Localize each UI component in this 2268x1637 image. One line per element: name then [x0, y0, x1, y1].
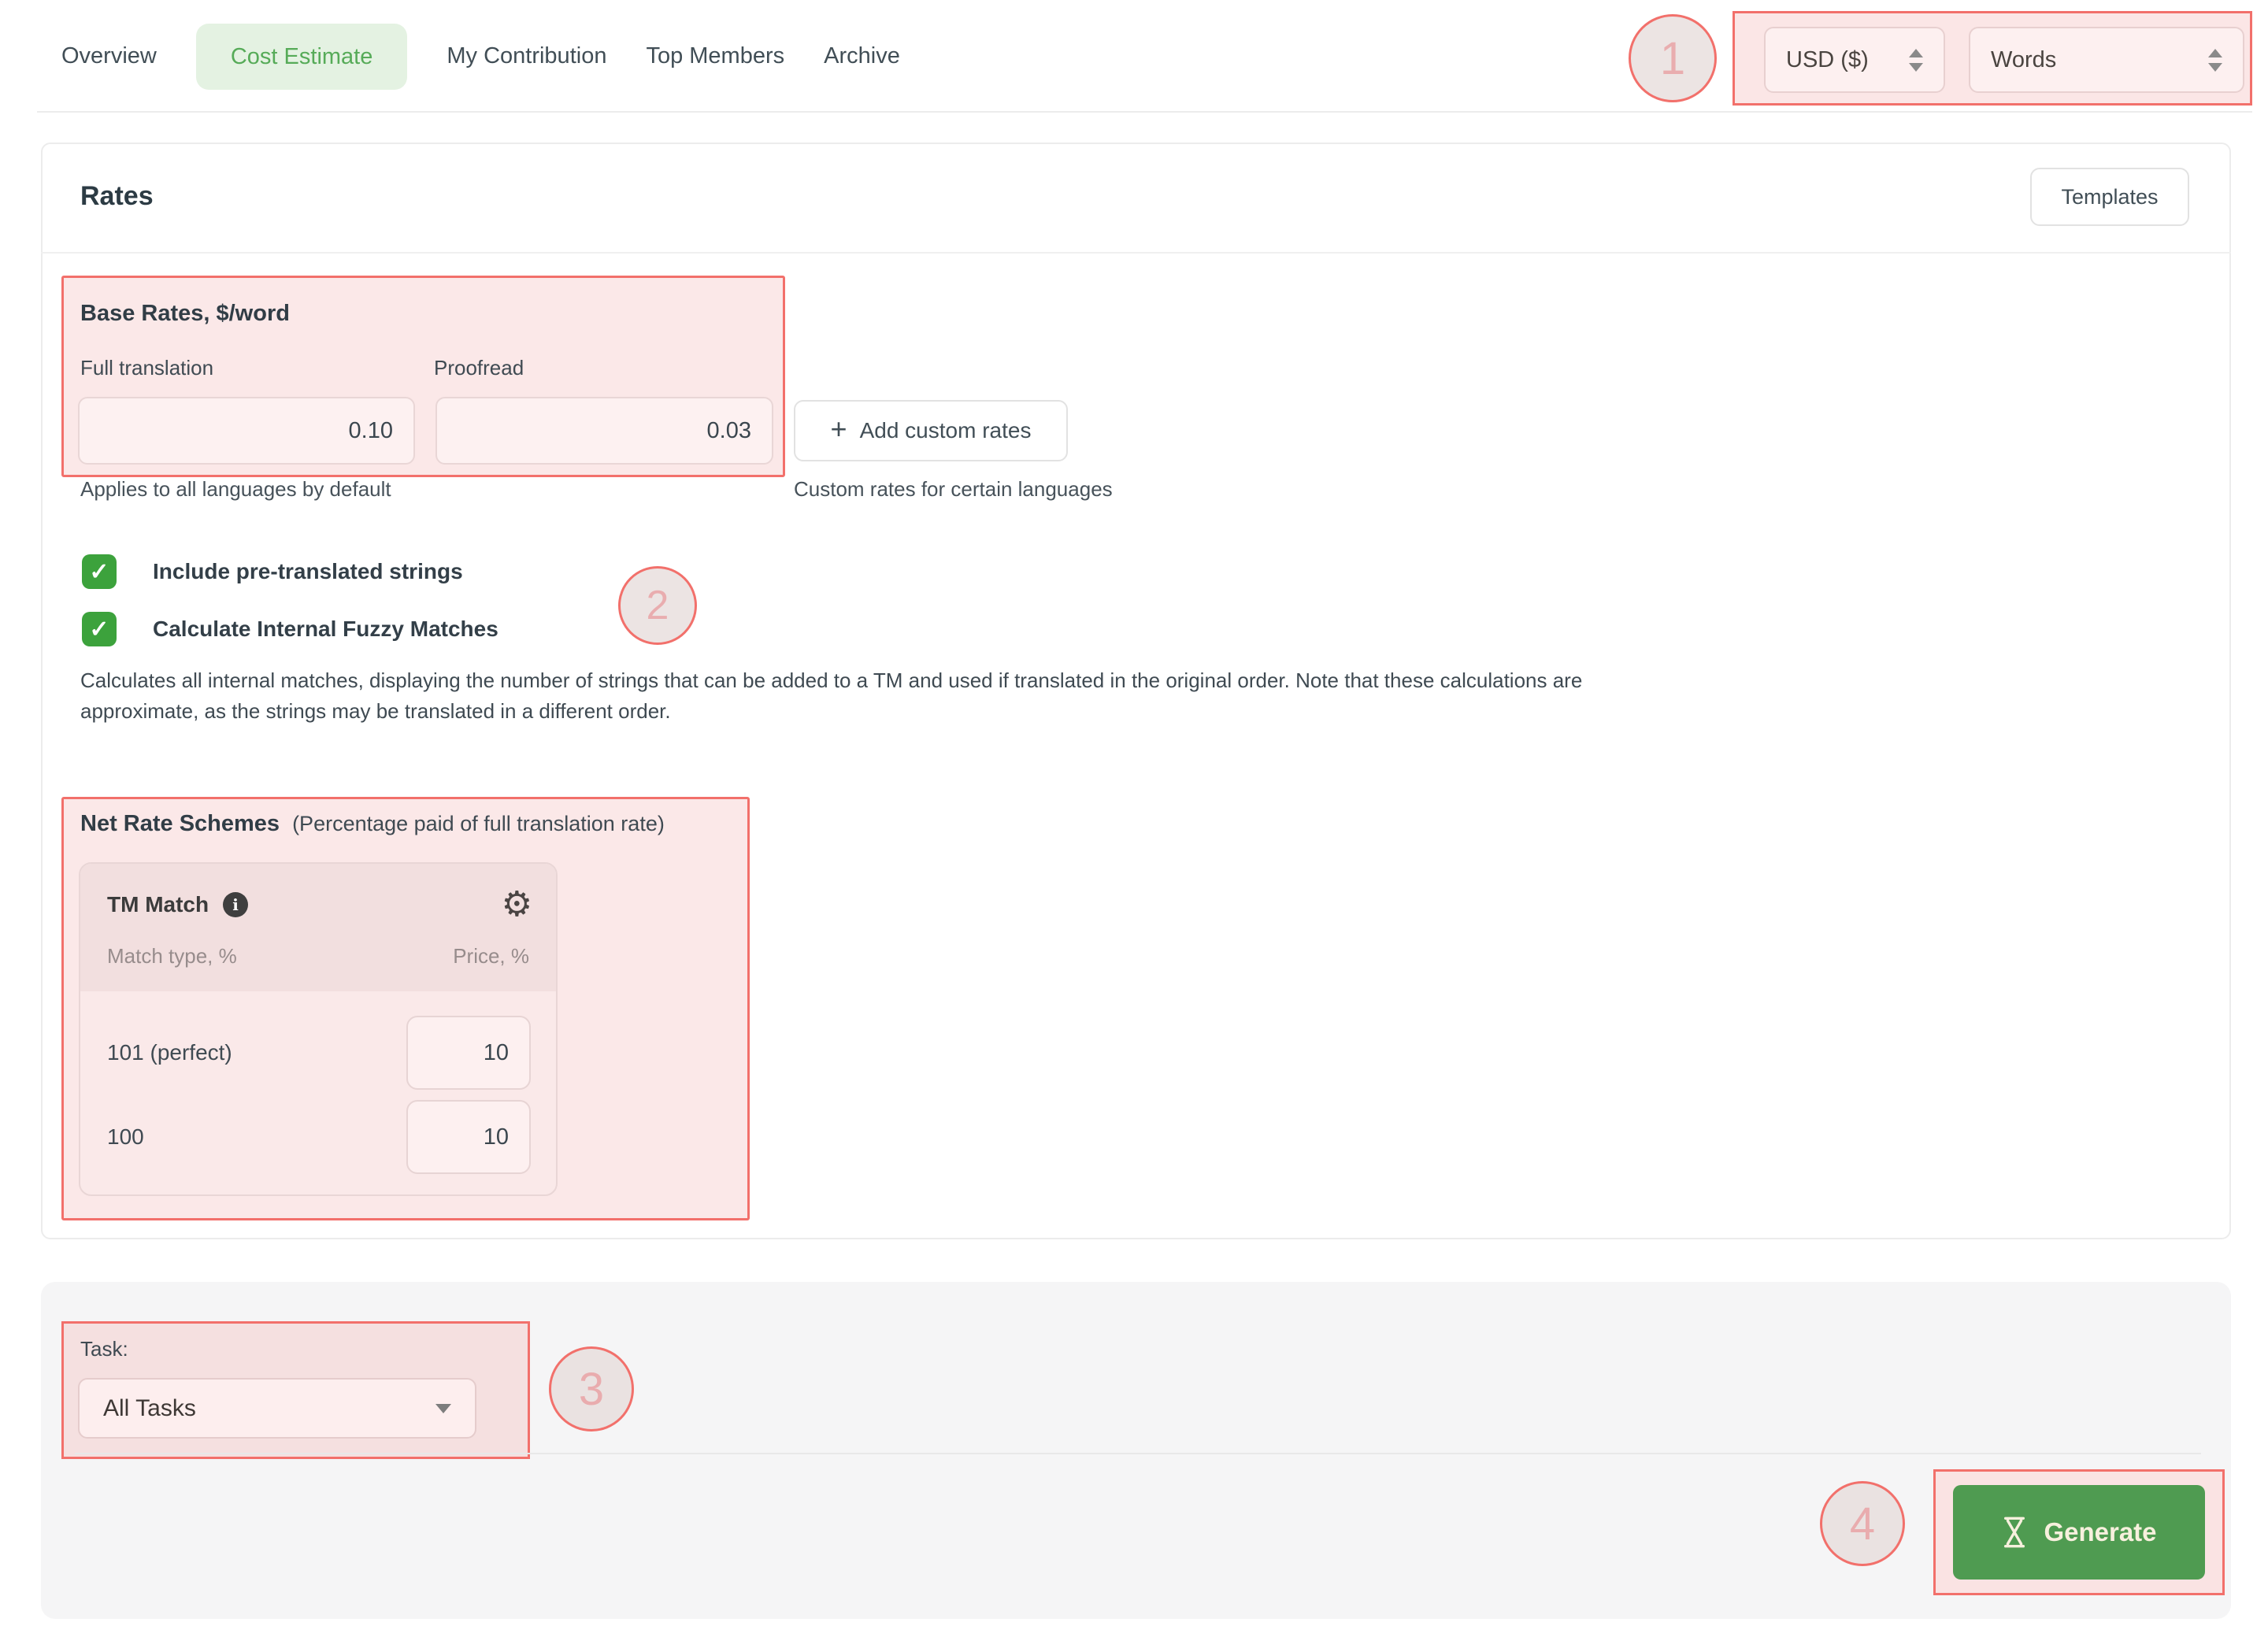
templates-button-label: Templates: [2061, 184, 2159, 209]
templates-button[interactable]: Templates: [2030, 168, 2189, 226]
hourglass-icon: [2004, 1517, 2025, 1548]
project-tabs: Overview Cost Estimate My Contribution T…: [61, 0, 900, 113]
tm-match-columns: Match type, % Price, %: [107, 944, 529, 968]
checkbox-checked-icon[interactable]: ✓: [82, 554, 117, 589]
fuzzy-matches-checkbox-row[interactable]: ✓ Calculate Internal Fuzzy Matches: [82, 612, 498, 646]
tm-match-card: TM Match i ⚙ Match type, % Price, % 101 …: [79, 862, 558, 1196]
fuzzy-matches-label: Calculate Internal Fuzzy Matches: [153, 617, 498, 641]
tab-my-contribution[interactable]: My Contribution: [447, 43, 607, 69]
check-icon: ✓: [89, 558, 109, 585]
full-translation-label: Full translation: [80, 356, 214, 380]
full-translation-rate-input[interactable]: [78, 397, 415, 465]
task-select-value: All Tasks: [103, 1394, 196, 1421]
add-custom-rates-button[interactable]: + Add custom rates: [794, 400, 1068, 461]
nav-divider: [37, 111, 2252, 113]
footer-divider: [75, 1453, 2201, 1454]
currency-select[interactable]: USD ($): [1764, 27, 1945, 93]
annotation-step-4: 4: [1820, 1481, 1905, 1566]
card-header-divider: [41, 252, 2231, 254]
generate-button-label: Generate: [2044, 1517, 2157, 1546]
tab-top-members[interactable]: Top Members: [646, 43, 785, 69]
fuzzy-matches-note: Calculates all internal matches, display…: [80, 669, 1583, 723]
tm-match-100-price-input[interactable]: [406, 1100, 531, 1174]
annotation-step-2-number: 2: [646, 583, 669, 628]
tm-match-card-header: [80, 864, 556, 991]
annotation-step-4-number: 4: [1849, 1498, 1876, 1550]
add-custom-rates-label: Add custom rates: [859, 418, 1032, 443]
custom-rates-helper: Custom rates for certain languages: [794, 477, 1113, 501]
base-rates-heading: Base Rates, $/word: [80, 301, 290, 326]
task-select[interactable]: All Tasks: [78, 1378, 476, 1439]
info-icon[interactable]: i: [223, 892, 249, 917]
net-rate-schemes-heading-row: Net Rate Schemes (Percentage paid of ful…: [80, 811, 665, 837]
tm-match-title: TM Match: [107, 892, 209, 917]
annotation-step-1: 1: [1629, 14, 1717, 102]
annotation-step-1-number: 1: [1659, 32, 1686, 84]
sort-arrows-icon: [2208, 48, 2222, 72]
sort-arrows-icon: [1909, 48, 1923, 72]
tm-match-101-price-input[interactable]: [406, 1016, 531, 1090]
base-rates-helper: Applies to all languages by default: [80, 477, 391, 501]
include-pretranslated-checkbox-row[interactable]: ✓ Include pre-translated strings: [82, 554, 463, 589]
price-column-header: Price, %: [453, 944, 529, 968]
generate-button[interactable]: Generate: [1953, 1485, 2205, 1580]
include-pretranslated-label: Include pre-translated strings: [153, 559, 463, 583]
annotation-step-3-number: 3: [578, 1363, 605, 1415]
tab-cost-estimate[interactable]: Cost Estimate: [195, 23, 408, 90]
tab-archive[interactable]: Archive: [824, 43, 900, 69]
tab-overview[interactable]: Overview: [61, 43, 157, 69]
currency-select-value: USD ($): [1786, 46, 1869, 72]
proofread-rate-input[interactable]: [435, 397, 773, 465]
net-rate-schemes-subheading: (Percentage paid of full translation rat…: [292, 812, 665, 835]
info-icon-glyph: i: [232, 895, 239, 914]
proofread-label: Proofread: [434, 356, 524, 380]
check-icon: ✓: [89, 616, 109, 643]
tm-match-row-label: 100: [107, 1124, 144, 1149]
checkbox-checked-icon[interactable]: ✓: [82, 612, 117, 646]
caret-down-icon: [435, 1403, 451, 1413]
task-label: Task:: [80, 1337, 128, 1361]
annotation-step-2: 2: [618, 566, 697, 645]
net-rate-schemes-heading: Net Rate Schemes: [80, 811, 280, 836]
annotation-step-3: 3: [549, 1346, 634, 1431]
tm-match-row-label: 101 (perfect): [107, 1040, 232, 1065]
unit-select-value: Words: [1991, 46, 2057, 72]
plus-icon: +: [830, 413, 847, 445]
gear-icon[interactable]: ⚙: [501, 884, 532, 924]
match-type-column-header: Match type, %: [107, 944, 237, 968]
rates-title: Rates: [80, 181, 154, 211]
unit-select[interactable]: Words: [1969, 27, 2244, 93]
